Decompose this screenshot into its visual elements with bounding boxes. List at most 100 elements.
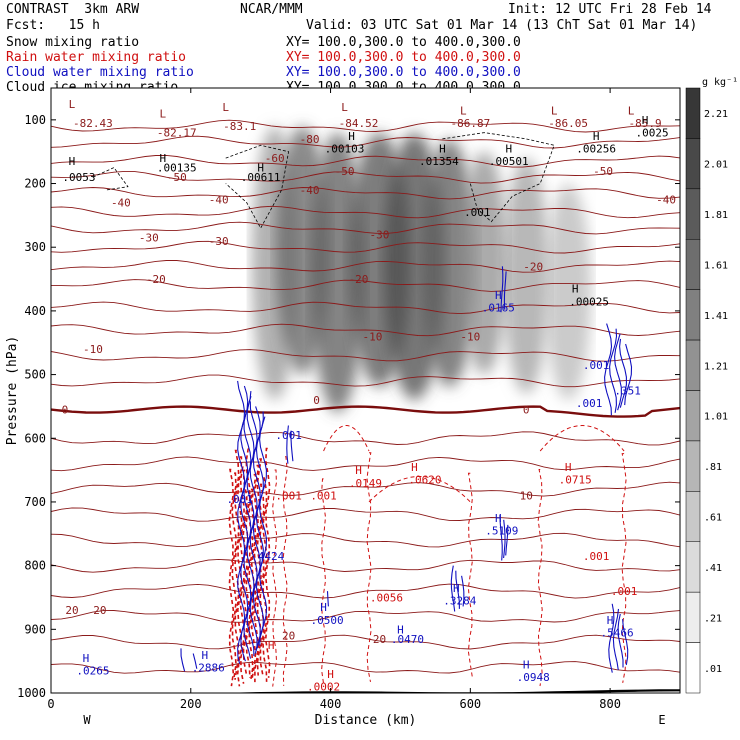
y-tick-label: 400: [24, 304, 46, 318]
temperature-label: -80: [300, 133, 320, 146]
extremum-label: H: [397, 623, 404, 636]
extremum-label: L: [551, 104, 558, 117]
extremum-label: H: [201, 649, 208, 662]
temperature-contour: [51, 583, 680, 599]
rain-water-contour: [368, 475, 471, 503]
colorbar-swatch: [685, 440, 701, 492]
temperature-contour: [51, 456, 680, 472]
temperature-contour: [51, 558, 680, 573]
forecast-hour: Fcst: 15 h: [6, 18, 100, 33]
x-tick-label: 400: [320, 697, 342, 711]
extremum-label: .4424: [251, 550, 284, 563]
extremum-label: -82.17: [157, 127, 197, 140]
temperature-label: -20: [146, 273, 166, 286]
cloud-water-contour: [617, 613, 624, 668]
extremum-label: .0002: [307, 681, 340, 694]
extremum-label: .001: [226, 493, 253, 506]
y-tick-label: 600: [24, 431, 46, 445]
cloud-water-contour: [505, 524, 509, 556]
temperature-contour: [51, 135, 680, 149]
colorbar-label: 1.21: [704, 361, 728, 372]
extremum-label: L: [628, 104, 635, 117]
extremum-label: H: [83, 652, 90, 665]
temperature-label: 10: [520, 490, 533, 503]
extremum-label: H: [505, 143, 512, 156]
temperature-label: 20: [282, 630, 295, 643]
colorbar-label: 1.41: [704, 311, 728, 322]
rain-water-contour: [250, 473, 257, 679]
temperature-label: -50: [335, 165, 355, 178]
extremum-label: L: [69, 98, 76, 111]
y-axis-label: Pressure (hPa): [5, 336, 20, 446]
extremum-label: .0948: [517, 671, 550, 684]
temperature-contour: [51, 481, 680, 497]
extremum-label: .0470: [391, 633, 424, 646]
temperature-label: -10: [83, 343, 103, 356]
temperature-label: 0: [523, 404, 530, 417]
extremum-label: .351: [614, 385, 641, 398]
extremum-label: .0165: [482, 302, 515, 315]
colorbar-label: .21: [704, 613, 722, 624]
temperature-label: -40: [300, 184, 320, 197]
snow-plume: [545, 183, 592, 401]
extremum-label: .0500: [310, 614, 343, 627]
temperature-contours: [51, 119, 680, 693]
field-snow-xy: XY= 100.0,300.0 to 400.0,300.0: [286, 35, 521, 50]
y-tick-label: 800: [24, 559, 46, 573]
plot-title: CONTRAST 3km ARW: [6, 2, 140, 17]
colorbar-label: 1.61: [704, 260, 728, 271]
extremum-label: H: [411, 461, 418, 474]
temperature-label: -30: [139, 232, 159, 245]
snow-plume: [503, 158, 550, 394]
y-tick-label: 300: [24, 240, 46, 254]
colorbar-swatch: [685, 138, 701, 190]
extremum-label: L: [222, 101, 229, 114]
temperature-contour: [51, 119, 680, 133]
snow-shading: [251, 126, 592, 413]
west-label: W: [83, 713, 91, 727]
cloud-water-contour: [499, 514, 503, 561]
colorbar-swatch: [685, 239, 701, 290]
rain-water-contour: [234, 449, 240, 680]
rain-water-contour: [539, 425, 625, 452]
field-rain-label: Rain water mixing ratio: [6, 50, 187, 65]
temperature-contour: [51, 661, 680, 674]
colorbar-label: .41: [704, 563, 722, 574]
temperature-contour: [51, 431, 680, 446]
extremum-label: .3284: [443, 595, 476, 608]
rain-water-contour: [245, 447, 251, 678]
extremum-label: H: [453, 582, 460, 595]
extremum-label: H: [607, 614, 614, 627]
temperature-label: 20: [373, 633, 386, 646]
colorbar-swatch: [685, 541, 701, 593]
extremum-label: .001: [583, 550, 610, 563]
temperature-label: 20: [93, 604, 106, 617]
valid-time: Valid: 03 UTC Sat 01 Mar 14 (13 ChT Sat …: [306, 18, 698, 33]
colorbar-label: .61: [704, 513, 722, 524]
east-label: E: [658, 713, 665, 727]
rain-water-contour: [323, 425, 370, 452]
temperature-contour: [51, 507, 680, 522]
cloud-water-contour: [255, 411, 264, 649]
extremum-label: .0025: [635, 127, 668, 140]
extremum-label: .0053: [62, 171, 95, 184]
cloud-water-contour: [286, 425, 289, 464]
extremum-label: -86.87: [450, 117, 490, 130]
extremum-label: .001: [576, 397, 603, 410]
temperature-label: 20: [65, 604, 78, 617]
x-tick-label: 800: [599, 697, 621, 711]
snow-plume: [461, 151, 508, 375]
extremum-label: .01354: [419, 155, 459, 168]
cloud-water-contour: [612, 608, 620, 671]
temperature-label: 0: [313, 394, 320, 407]
extremum-label: H: [572, 283, 579, 296]
extremum-label: .00256: [576, 143, 616, 156]
init-time: Init: 12 UTC Fri 28 Feb 14: [508, 2, 712, 17]
extremum-label: H: [495, 289, 502, 302]
cloud-water-contour: [503, 519, 506, 559]
field-cloudwater-xy: XY= 100.0,300.0 to 400.0,300.0: [286, 65, 521, 80]
extremum-label: H: [495, 512, 502, 525]
colorbar-label: .01: [704, 664, 722, 675]
temperature-label: -30: [370, 228, 390, 241]
